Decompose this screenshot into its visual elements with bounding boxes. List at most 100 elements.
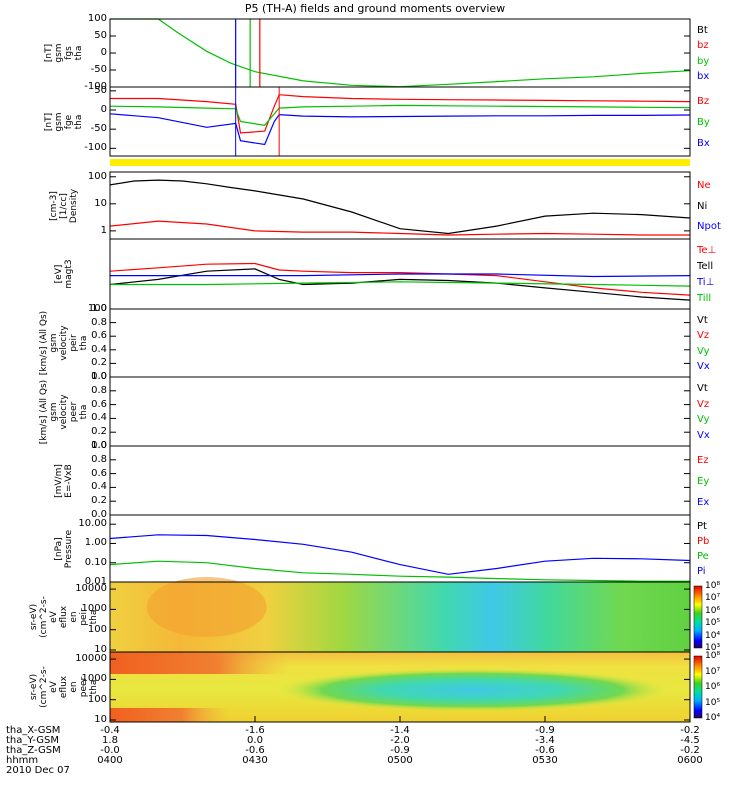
y-tick-label: 0.2 xyxy=(91,495,107,507)
series-te⊥ xyxy=(109,262,691,296)
y-tick-label: 10000 xyxy=(75,653,107,665)
y-tick-label: 0.6 xyxy=(91,330,107,342)
legend-vz: Vz xyxy=(697,330,710,342)
y-tick-label: 1 xyxy=(100,224,107,236)
panel-frame xyxy=(109,308,691,378)
ephemeris-value: -0.9 xyxy=(390,745,410,756)
y-tick-label: 100 xyxy=(87,303,107,314)
y-tick-label: 0.10 xyxy=(84,556,107,568)
series-tell xyxy=(109,268,691,301)
colorbar-label: 10⁶ xyxy=(705,682,721,692)
legend-vy: Vy xyxy=(697,414,710,426)
y-tick-label: 10 xyxy=(94,643,107,655)
y-tick-label: 1000 xyxy=(81,673,107,685)
legend-ti⊥: Ti⊥ xyxy=(697,277,715,288)
ephemeris-value: -0.2 xyxy=(680,725,700,736)
y-tick-label: 0 xyxy=(100,47,107,58)
y-tick-label: 0.4 xyxy=(91,412,107,424)
x-tick-label: 0400 xyxy=(97,755,123,766)
colorbar-label: 10⁸ xyxy=(705,581,721,591)
panel-frame xyxy=(109,514,691,583)
legend-vt: Vt xyxy=(697,382,708,394)
series-pe xyxy=(109,560,690,582)
series-bz xyxy=(110,94,691,134)
colorbar-label: 10⁵ xyxy=(705,618,721,629)
y-tick-label: 100 xyxy=(87,693,107,705)
ephemeris-value: 0.0 xyxy=(247,735,263,746)
date-label: 2010 Dec 07 xyxy=(6,765,70,776)
y-tick-label: -50 xyxy=(90,123,107,135)
colorbar-label: 10⁴ xyxy=(705,630,721,641)
series-till xyxy=(110,281,691,287)
y-tick-label: 100 xyxy=(87,170,107,182)
legend-till: Till xyxy=(697,293,712,304)
y-tick-label: 50 xyxy=(94,30,107,41)
y-tick-label: 0.01 xyxy=(84,576,107,587)
peir-hot-region xyxy=(146,577,267,637)
series-by xyxy=(110,18,691,88)
legend-pi: Pi xyxy=(697,566,706,578)
legend-bt: Bt xyxy=(697,24,708,36)
series-bx xyxy=(109,113,691,146)
peer-hot-bottom xyxy=(110,708,230,722)
x-tick-label: 0500 xyxy=(387,755,413,766)
panel-frame xyxy=(109,445,691,516)
series-ti⊥ xyxy=(110,273,691,278)
legend-npot: Npot xyxy=(697,220,721,232)
y-tick-label: 100 xyxy=(87,13,107,24)
legend-bx: bx xyxy=(697,71,710,83)
y-tick-label: -100 xyxy=(84,81,107,92)
legend-tell: Tell xyxy=(697,261,714,272)
legend-vx: Vx xyxy=(697,430,710,442)
y-tick-label: 100 xyxy=(87,623,107,635)
legend-by: by xyxy=(697,55,710,67)
ephemeris-label: tha_Z-GSM xyxy=(6,745,61,756)
legend-by: By xyxy=(697,116,710,128)
legend-pb: Pb xyxy=(697,535,710,547)
y-tick-label: 0.0 xyxy=(91,509,107,520)
y-tick-label: 0.2 xyxy=(91,426,107,438)
legend-pe: Pe xyxy=(697,551,709,563)
ephemeris-value: -0.2 xyxy=(680,745,700,756)
colorbar-label: 10⁴ xyxy=(705,713,721,723)
series-ne xyxy=(109,220,690,236)
y-tick-label: 0.8 xyxy=(91,384,107,396)
panel-frame xyxy=(109,18,691,88)
legend-vz: Vz xyxy=(697,398,710,410)
ephemeris-value: -2.0 xyxy=(390,735,410,746)
colorbar-label: 10³ xyxy=(705,643,721,653)
ephemeris-value: -0.9 xyxy=(535,725,555,736)
ephemeris-value: -4.5 xyxy=(680,735,700,746)
ephemeris-value: -0.0 xyxy=(100,745,120,756)
y-tick-label: 1000 xyxy=(81,603,107,615)
colorbar xyxy=(693,655,703,719)
colorbar xyxy=(693,585,703,649)
legend-bz: bz xyxy=(697,40,709,52)
x-tick-label: 0530 xyxy=(532,755,558,766)
y-tick-label: 10000 xyxy=(75,583,107,595)
x-tick-label: 0430 xyxy=(242,755,268,766)
colorbar-label: 10⁵ xyxy=(705,697,721,708)
ephemeris-label: tha_X-GSM xyxy=(6,725,61,736)
ephemeris-value: -0.6 xyxy=(245,745,265,756)
series-by xyxy=(109,104,691,126)
ephemeris-value: -1.4 xyxy=(390,725,410,736)
legend-vx: Vx xyxy=(697,361,710,373)
y-tick-label: -100 xyxy=(84,142,107,154)
y-tick-label: 0.6 xyxy=(91,398,107,410)
colorbar-label: 10⁷ xyxy=(705,593,721,604)
series-pi xyxy=(109,534,691,575)
y-tick-label: 0.4 xyxy=(91,481,107,493)
y-tick-label: 10 xyxy=(94,197,107,209)
y-tick-label: 0.8 xyxy=(91,316,107,328)
ephemeris-value: -3.4 xyxy=(535,735,555,746)
y-tick-label: 1.0 xyxy=(91,440,107,451)
ephemeris-value: -0.6 xyxy=(535,745,555,756)
panel-frame xyxy=(109,376,691,447)
ephemeris-label: tha_Y-GSM xyxy=(6,735,60,746)
colorbar-label: 10⁸ xyxy=(705,651,721,661)
legend-vt: Vt xyxy=(697,314,708,326)
y-tick-label: 0.2 xyxy=(91,357,107,369)
ephemeris-value: 1.8 xyxy=(102,735,118,746)
y-tick-label: 1.00 xyxy=(84,537,107,549)
